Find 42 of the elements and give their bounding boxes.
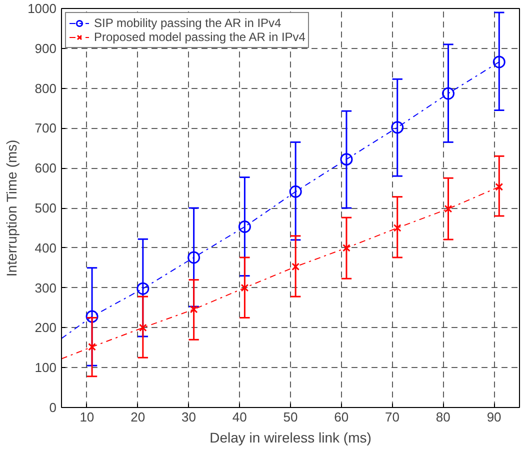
point: [240, 284, 249, 292]
point: [292, 262, 300, 271]
point: [238, 220, 251, 233]
point: [495, 182, 504, 191]
x-tick-label: 80: [436, 410, 450, 424]
x-tick-label: 90: [486, 410, 502, 424]
point: [340, 153, 353, 166]
x-axis-title: Delay in wireless link (ms): [210, 430, 372, 446]
point: [391, 121, 404, 134]
y-tick-label: 900: [34, 40, 57, 56]
y-tick-label: 800: [34, 80, 57, 96]
point: [492, 56, 506, 68]
x-tick-label: 60: [334, 410, 349, 424]
point: [442, 87, 455, 100]
x-tick-label: 70: [385, 410, 400, 424]
point: [342, 244, 350, 252]
point: [86, 310, 98, 323]
x-tick-label: 20: [130, 410, 146, 424]
point: [188, 251, 200, 264]
x-tick-label: 50: [283, 410, 298, 424]
y-tick-label: 300: [34, 280, 57, 296]
point: [289, 185, 302, 198]
point: [88, 342, 96, 351]
point: [136, 282, 150, 295]
x-tick-label: 30: [181, 410, 196, 424]
y-tick-label: 500: [34, 200, 57, 216]
x-tick-label: 10: [80, 410, 94, 424]
y-tick-label: 700: [34, 120, 57, 136]
y-tick-label: 200: [34, 320, 57, 336]
y-tick-label: 100: [34, 360, 57, 376]
x-tick-label: 40: [232, 410, 247, 424]
point: [190, 305, 198, 314]
legend-label: Proposed model passing the AR in IPv4: [94, 30, 306, 44]
y-tick-label: 0: [49, 400, 57, 415]
y-axis-title: Interruption Time (ms): [4, 140, 20, 277]
y-tick-label: 400: [34, 240, 57, 256]
point: [138, 324, 147, 332]
y-tick-label: 1000: [28, 1, 56, 16]
point: [393, 224, 402, 232]
point: [444, 204, 452, 213]
y-tick-label: 600: [34, 160, 57, 176]
legend-label: SIP mobility passing the AR in IPv4: [94, 16, 282, 30]
